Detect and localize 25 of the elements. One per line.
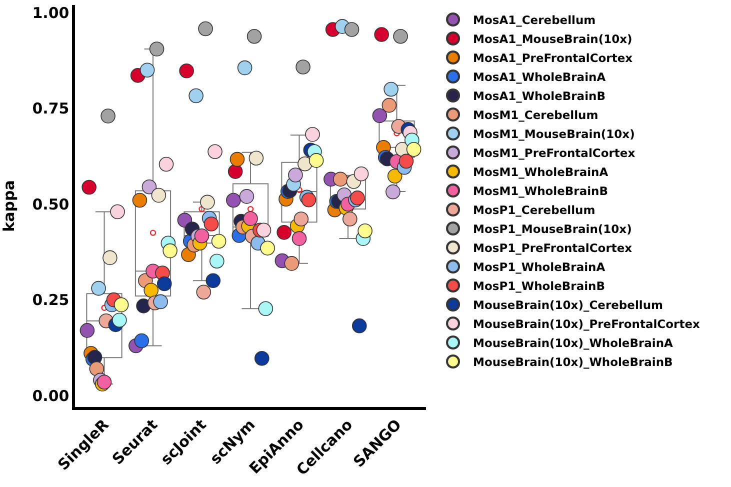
legend-label: MosA1_Cerebellum: [473, 12, 596, 27]
y-tick-label: 1.00: [32, 4, 70, 22]
y-axis-title: kappa: [0, 180, 18, 232]
legend-label: MouseBrain(10x)_WholeBrainB: [473, 354, 673, 369]
legend-label: MosA1_WholeBrainB: [473, 88, 606, 103]
legend-label: MosM1_WholeBrainB: [473, 184, 608, 198]
y-tick-label: 0.00: [32, 386, 70, 405]
legend-label: MosM1_MouseBrain(10x): [473, 126, 635, 141]
legend-label: MosP1_PreFrontalCortex: [473, 240, 633, 255]
legend-label: MouseBrain(10x)_PreFrontalCortex: [473, 316, 700, 331]
legend-label: MosM1_Cerebellum: [473, 108, 598, 122]
legend-label: MouseBrain(10x)_Cerebellum: [473, 298, 664, 312]
y-tick-label: 0.25: [32, 291, 70, 310]
legend-label: MosM1_WholeBrainA: [473, 164, 608, 179]
legend-label: MosP1_MouseBrain(10x): [473, 222, 632, 236]
legend-label: MosA1_MouseBrain(10x): [473, 32, 632, 46]
legend-label: MosA1_WholeBrainA: [473, 70, 606, 84]
legend-label: MosP1_WholeBrainA: [473, 260, 606, 274]
legend-label: MosA1_PreFrontalCortex: [473, 50, 634, 65]
y-tick-label: 0.75: [32, 100, 70, 118]
legend-label: MosP1_Cerebellum: [473, 202, 596, 217]
legend-label: MouseBrain(10x)_WholeBrainA: [473, 336, 674, 350]
legend-label: MosP1_WholeBrainB: [473, 278, 606, 293]
legend-label: MosM1_PreFrontalCortex: [473, 146, 636, 160]
y-tick-label: 0.50: [32, 195, 70, 214]
